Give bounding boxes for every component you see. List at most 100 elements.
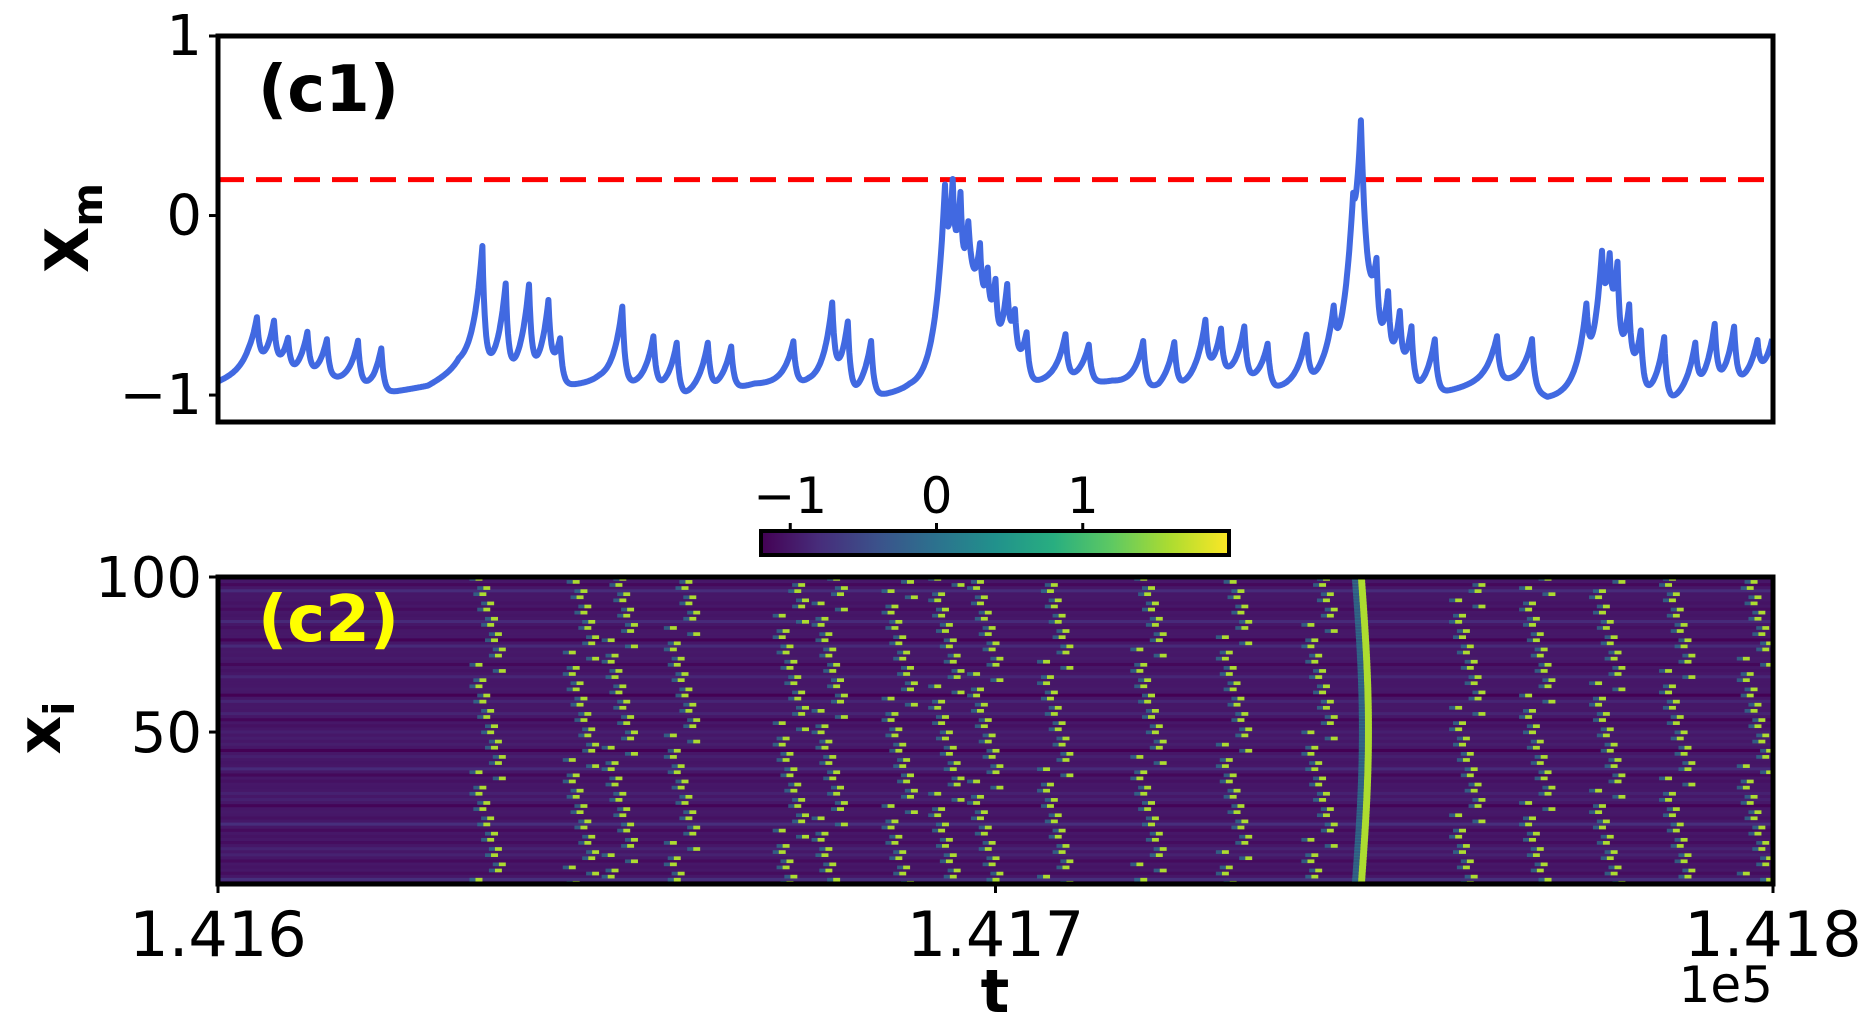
heatmap-spike xyxy=(1754,616,1762,621)
heatmap-spike-halo xyxy=(811,837,818,842)
heatmap-spike-halo xyxy=(488,868,495,873)
heatmap-spike xyxy=(1363,672,1371,676)
heatmap-spike-halo xyxy=(1756,841,1763,845)
heatmap-spike-halo xyxy=(1674,730,1681,735)
heatmap-spike-halo xyxy=(1040,804,1047,808)
heatmap-spike xyxy=(1364,739,1372,744)
panel-c1-y-ticks: −101 xyxy=(119,4,218,428)
heatmap-spike-halo xyxy=(1358,770,1365,775)
heatmap-spike-halo xyxy=(815,853,822,857)
heatmap-spike-halo xyxy=(811,816,818,821)
heatmap-spike-halo xyxy=(1736,678,1743,682)
heatmap-spike-halo xyxy=(566,580,573,584)
heatmap-spike-halo xyxy=(823,669,830,673)
heatmap-spike xyxy=(992,856,1000,861)
heatmap-spike-halo xyxy=(1682,653,1689,658)
heatmap-spike-halo xyxy=(488,632,495,636)
heatmap-spike xyxy=(1136,647,1144,652)
heatmap-spike-halo xyxy=(621,736,628,741)
heatmap-spike xyxy=(1618,794,1626,799)
heatmap-spike-halo xyxy=(1320,828,1327,833)
heatmap-spike-halo xyxy=(1744,580,1751,584)
heatmap-spike-halo xyxy=(1357,666,1364,670)
heatmap-spike xyxy=(1311,745,1319,750)
heatmap-spike-halo xyxy=(485,638,492,643)
heatmap-spike xyxy=(1307,623,1315,627)
heatmap-spike xyxy=(681,586,689,590)
heatmap-spike xyxy=(568,865,576,870)
heatmap-spike xyxy=(984,739,992,744)
heatmap-row xyxy=(218,828,1773,832)
heatmap-spike-halo xyxy=(776,629,783,633)
heatmap-spike xyxy=(607,853,615,857)
heatmap-spike xyxy=(1606,748,1614,753)
heatmap-spike-halo xyxy=(663,755,670,759)
heatmap-spike-halo xyxy=(1752,847,1759,851)
heatmap-spike xyxy=(479,699,487,704)
heatmap-spike-halo xyxy=(1153,739,1160,744)
heatmap-spike xyxy=(491,616,499,621)
heatmap-spike xyxy=(1144,678,1152,682)
heatmap-spike xyxy=(1754,724,1762,729)
heatmap-spike-halo xyxy=(1760,856,1767,861)
heatmap-spike-halo xyxy=(1674,751,1681,756)
heatmap-spike xyxy=(1614,650,1622,655)
heatmap-spike xyxy=(689,810,697,815)
heatmap-spike-halo xyxy=(1534,755,1541,759)
heatmap-spike xyxy=(1750,794,1758,799)
heatmap-spike xyxy=(1225,758,1233,762)
heatmap-spike xyxy=(1058,850,1066,854)
heatmap-spike xyxy=(1225,865,1233,870)
heatmap-spike xyxy=(1362,804,1370,808)
heatmap-spike-halo xyxy=(796,834,803,839)
heatmap-spike xyxy=(980,595,988,600)
heatmap-spike xyxy=(1221,871,1229,876)
heatmap-spike-halo xyxy=(815,745,822,750)
heatmap-spike-halo xyxy=(1666,721,1673,725)
heatmap-spike xyxy=(988,626,996,630)
heatmap-row xyxy=(218,681,1773,685)
heatmap-spike-halo xyxy=(485,745,492,750)
heatmap-spike-halo xyxy=(831,699,837,704)
heatmap-spike-halo xyxy=(1662,684,1669,689)
heatmap-spike xyxy=(630,623,638,627)
heatmap-spike xyxy=(1766,770,1773,775)
heatmap-spike xyxy=(1750,580,1758,584)
heatmap-spike xyxy=(1668,598,1676,603)
heatmap-spike-halo xyxy=(1357,675,1364,679)
heatmap-spike xyxy=(1330,822,1338,827)
heatmap-spike-halo xyxy=(1231,589,1238,593)
heatmap-spike-halo xyxy=(967,779,974,784)
heatmap-spike xyxy=(1151,623,1159,627)
heatmap-spike xyxy=(1455,813,1463,818)
heatmap-spike-halo xyxy=(772,613,779,618)
heatmap-spike-halo xyxy=(1219,758,1226,762)
heatmap-spike-halo xyxy=(1596,841,1603,845)
heatmap-spike xyxy=(1455,705,1463,710)
heatmap-spike xyxy=(592,635,600,640)
heatmap-spike-halo xyxy=(1678,853,1685,857)
heatmap-spike xyxy=(592,850,600,854)
heatmap-spike xyxy=(941,736,949,741)
heatmap-spike xyxy=(580,804,588,808)
heatmap-spike xyxy=(494,868,502,873)
heatmap-spike-halo xyxy=(1356,650,1363,655)
heatmap-spike xyxy=(588,834,596,839)
heatmap-spike-halo xyxy=(473,785,480,790)
heatmap-spike xyxy=(891,626,899,630)
heatmap-spike xyxy=(498,647,506,652)
heatmap-spike-halo xyxy=(939,644,946,649)
heatmap-spike-halo xyxy=(928,813,935,818)
heatmap-spike xyxy=(798,690,806,695)
heatmap-spike-halo xyxy=(815,638,822,643)
heatmap-spike xyxy=(1319,690,1327,695)
heatmap-spike-halo xyxy=(1060,773,1067,778)
heatmap-spike xyxy=(1606,727,1614,732)
heatmap-spike xyxy=(1043,767,1051,772)
heatmap-spike-halo xyxy=(1316,813,1323,818)
heatmap-spike xyxy=(1618,666,1626,670)
heatmap-spike-halo xyxy=(939,837,946,842)
heatmap-spike-halo xyxy=(1355,831,1362,836)
heatmap-row xyxy=(218,601,1773,605)
heatmap-spike xyxy=(1536,847,1544,851)
